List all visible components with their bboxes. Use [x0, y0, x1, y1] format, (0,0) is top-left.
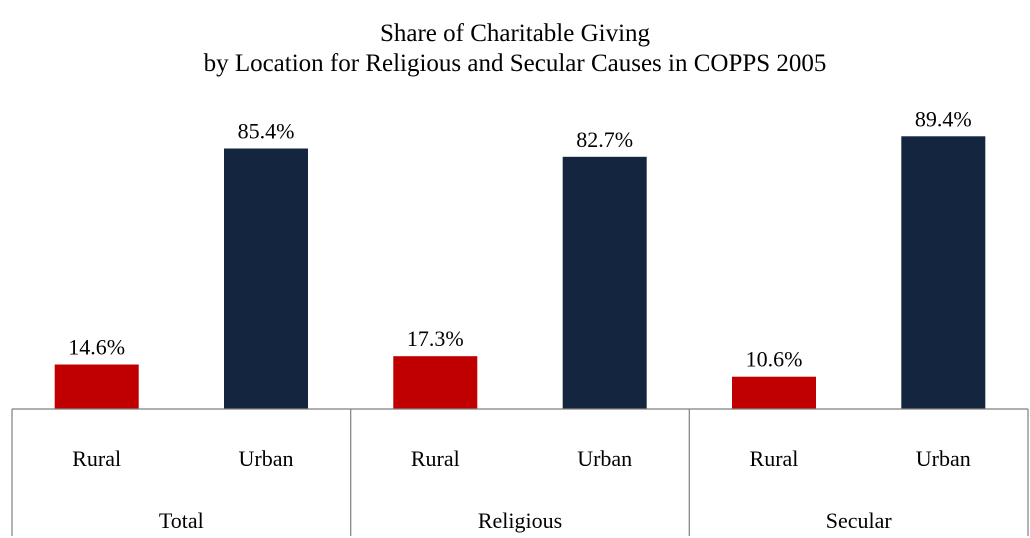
category-label: Rural: [411, 446, 460, 471]
bar-secular-urban: [901, 136, 986, 410]
data-label: 17.3%: [407, 326, 464, 351]
bar-total-rural: [54, 364, 139, 409]
data-label: 10.6%: [746, 347, 803, 372]
group-label: Religious: [478, 508, 562, 533]
category-label: Rural: [750, 446, 799, 471]
bar-total-urban: [224, 148, 308, 409]
data-label: 14.6%: [68, 335, 125, 360]
bar-secular-rural: [732, 376, 816, 409]
category-label: Urban: [577, 446, 632, 471]
category-label: Urban: [916, 446, 971, 471]
data-label: 89.4%: [915, 106, 972, 131]
chart-title: Share of Charitable Giving: [379, 20, 651, 47]
category-label: Urban: [239, 446, 294, 471]
bar-religious-rural: [393, 356, 478, 409]
bar-religious-urban: [562, 156, 647, 409]
category-label: Rural: [72, 446, 121, 471]
group-label: Secular: [826, 508, 893, 533]
group-label: Total: [159, 508, 204, 533]
data-label: 85.4%: [238, 119, 295, 144]
chart-subtitle: by Location for Religious and Secular Ca…: [203, 50, 827, 77]
data-label: 82.7%: [576, 127, 633, 152]
